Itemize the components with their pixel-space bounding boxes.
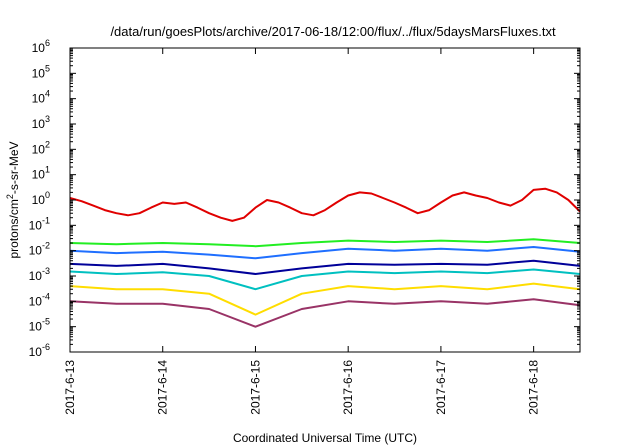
y-tick-label: 10-1: [29, 215, 50, 232]
series-line-4: [69, 259, 581, 275]
y-tick-label: 10-3: [29, 266, 50, 283]
series-layer: [69, 187, 581, 328]
y-tick-label: 10-5: [29, 317, 50, 334]
series-line-5: [69, 268, 581, 291]
y-tick-label: 10-2: [29, 241, 50, 258]
x-tick-label: 2017-6-14: [156, 360, 170, 415]
y-tick-label: 103: [32, 114, 50, 131]
series-line-3: [69, 246, 581, 260]
series-line-1: [69, 187, 581, 222]
y-tick-label: 104: [32, 89, 50, 106]
y-tick-label: 102: [32, 139, 50, 156]
y-axis-label: protons/cm2-s-sr-MeV: [5, 141, 21, 258]
x-tick-label: 2017-6-17: [434, 360, 448, 415]
series-line-2: [69, 238, 581, 248]
series-line-6: [69, 282, 581, 316]
y-axis: 10-6 10-5 10-4 10-3 10-2 10-1 100 101 102 103 104 1…: [29, 38, 580, 359]
y-tick-label: 105: [32, 63, 50, 80]
x-axis-label: Coordinated Universal Time (UTC): [233, 431, 417, 445]
y-tick-label: 101: [32, 165, 50, 182]
x-axis: 2017-6-13 2017-6-14 2017-6-15 2017-6-16 2017…: [63, 48, 541, 415]
y-tick-label: 10-4: [29, 291, 50, 308]
y-tick-label: 106: [32, 38, 50, 55]
series-line-7: [69, 298, 581, 328]
x-tick-label: 2017-6-15: [248, 360, 262, 415]
chart-title: /data/run/goesPlots/archive/2017-06-18/1…: [110, 24, 556, 39]
y-tick-label: 100: [32, 190, 50, 207]
x-tick-label: 2017-6-16: [341, 360, 355, 415]
plot-frame: [69, 47, 581, 353]
y-tick-label: 10-6: [29, 342, 50, 359]
x-tick-label: 2017-6-18: [527, 360, 541, 415]
x-tick-label: 2017-6-13: [63, 360, 77, 415]
